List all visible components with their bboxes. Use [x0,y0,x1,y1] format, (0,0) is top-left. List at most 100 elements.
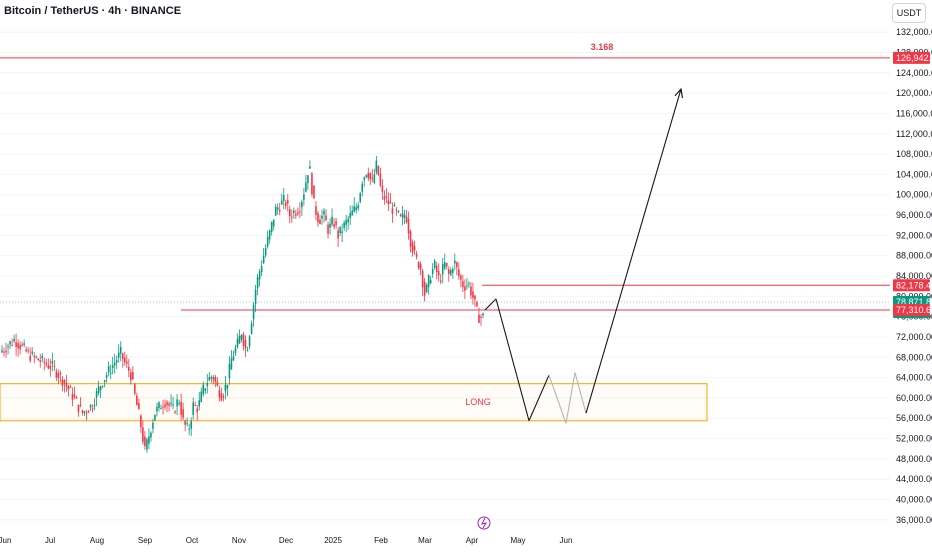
candle-body [411,242,414,253]
candle-body [73,394,76,398]
candle-body [144,436,146,447]
price-tick-label: 68,000.00 [896,352,932,362]
candle-body [184,420,186,425]
candle-body [335,221,337,226]
candle-body [250,323,253,334]
candle-body [17,343,19,349]
candle-body [303,194,305,200]
candle-body [474,295,476,300]
candle-body [242,334,245,346]
candle-body [244,340,247,349]
candle-body [132,372,134,379]
candle-body [13,339,15,342]
price-tag-value: 77,310.69 [896,305,932,315]
candle-body [258,271,261,280]
candle-body [447,269,450,274]
candle-body [138,403,140,410]
candle-body [162,406,164,408]
candle-body [194,404,197,406]
candle-body [349,213,351,219]
candle-body [222,396,225,398]
candle-body [105,375,108,378]
candle-body [119,346,122,354]
candle-body [87,411,90,413]
candle-body [31,351,33,354]
candle-body [367,173,370,179]
candle-body [49,366,52,369]
candle-body [363,177,366,181]
candle-body [415,253,418,257]
candle-body [373,174,376,183]
candle-body [319,219,321,225]
time-tick-label: Jun [560,536,573,545]
candle-body [214,376,217,382]
candle-body [272,219,275,227]
candle-body [228,363,231,379]
candle-body [192,402,194,415]
long-zone-label: LONG [465,397,491,407]
candle-body [117,352,120,358]
price-axis[interactable] [890,0,932,550]
candle-body [186,423,188,425]
price-tick-label: 104,000.00 [896,169,932,179]
candle-body [443,262,446,269]
candle-body [123,357,126,363]
candle-body [168,403,170,406]
projection-segment [565,372,576,424]
candle-body [246,349,249,351]
candle-body [387,200,390,205]
candle-body [421,270,424,288]
candle-body [427,275,430,288]
candle-body [176,399,178,407]
projection-segment [484,298,497,311]
price-tick-label: 44,000.00 [896,474,932,484]
candle-body [136,395,138,406]
candle-body [423,281,426,296]
candle-body [134,384,136,394]
candle-body [325,215,327,221]
candle-body [166,402,168,406]
candle-body [254,289,257,305]
candle-body [182,409,184,418]
candle-body [369,173,372,180]
candle-body [383,196,386,200]
lightning-icon[interactable] [477,516,491,530]
candle-body [27,350,29,352]
candle-body [295,213,297,216]
candle-body [99,386,102,391]
candle-body [280,200,283,205]
candle-body [97,386,100,394]
candle-body [276,207,279,210]
candle-body [393,204,396,207]
candle-body [351,210,353,216]
candle-body [413,245,416,251]
projection-segment [585,88,682,414]
candle-body [198,400,201,407]
candle-body [170,402,172,404]
candle-body [299,211,301,213]
candle-body [425,284,428,292]
time-tick-label: Nov [232,536,246,545]
candle-body [61,379,64,386]
candle-body [315,206,317,215]
candle-body [401,213,404,218]
candle-body [466,285,468,287]
candle-body [268,230,271,240]
candle-body [236,338,239,348]
candle-body [240,335,243,340]
price-tick-label: 48,000.00 [896,454,932,464]
candle-body [433,260,436,268]
time-tick-label: Apr [466,536,479,545]
price-tick-label: 100,000.00 [896,190,932,200]
candle-body [270,221,273,232]
candle-body [3,351,5,353]
currency-button[interactable]: USDT [892,3,926,23]
candle-body [224,384,227,392]
candle-body [43,361,46,363]
candle-body [305,182,307,192]
candle-body [468,283,470,285]
price-tick-label: 72,000.00 [896,332,932,342]
candle-body [19,344,21,350]
